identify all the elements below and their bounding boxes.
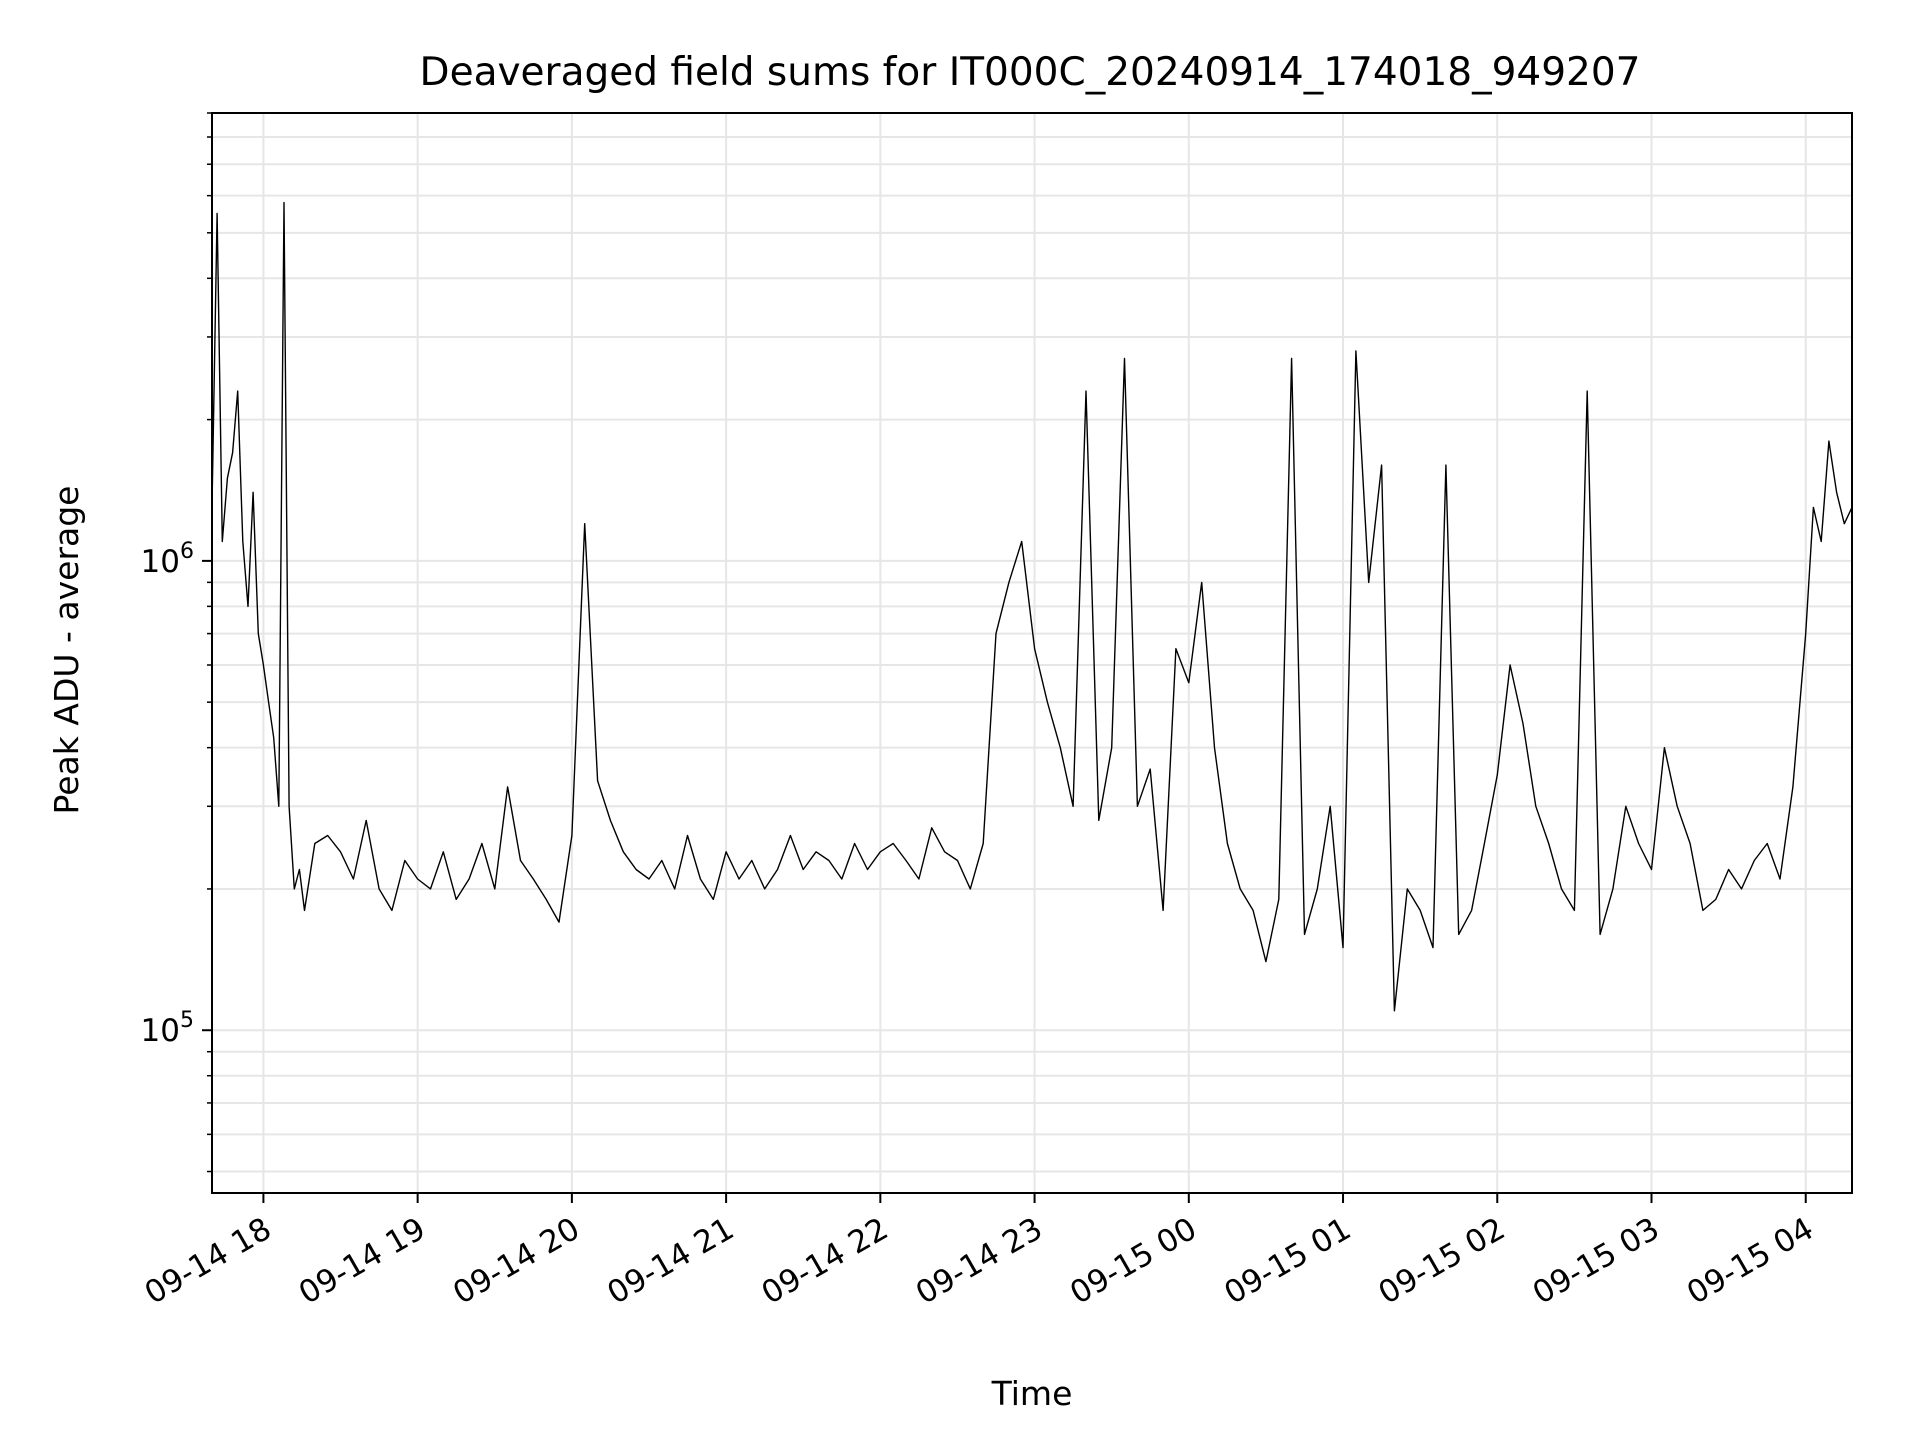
y-tick-label: 105 [141, 1008, 194, 1049]
y-axis: 105 106 [141, 112, 212, 1173]
plot-frame [211, 112, 1853, 1194]
chart-title: Deaveraged field sums for IT000C_2024091… [420, 50, 1641, 95]
x-axis-label: Time [991, 1374, 1073, 1413]
data-series-line [211, 201, 1853, 1012]
series-line [211, 201, 1853, 1012]
y-axis-label: Peak ADU - average [47, 486, 86, 815]
y-tick-label: 106 [141, 539, 194, 580]
